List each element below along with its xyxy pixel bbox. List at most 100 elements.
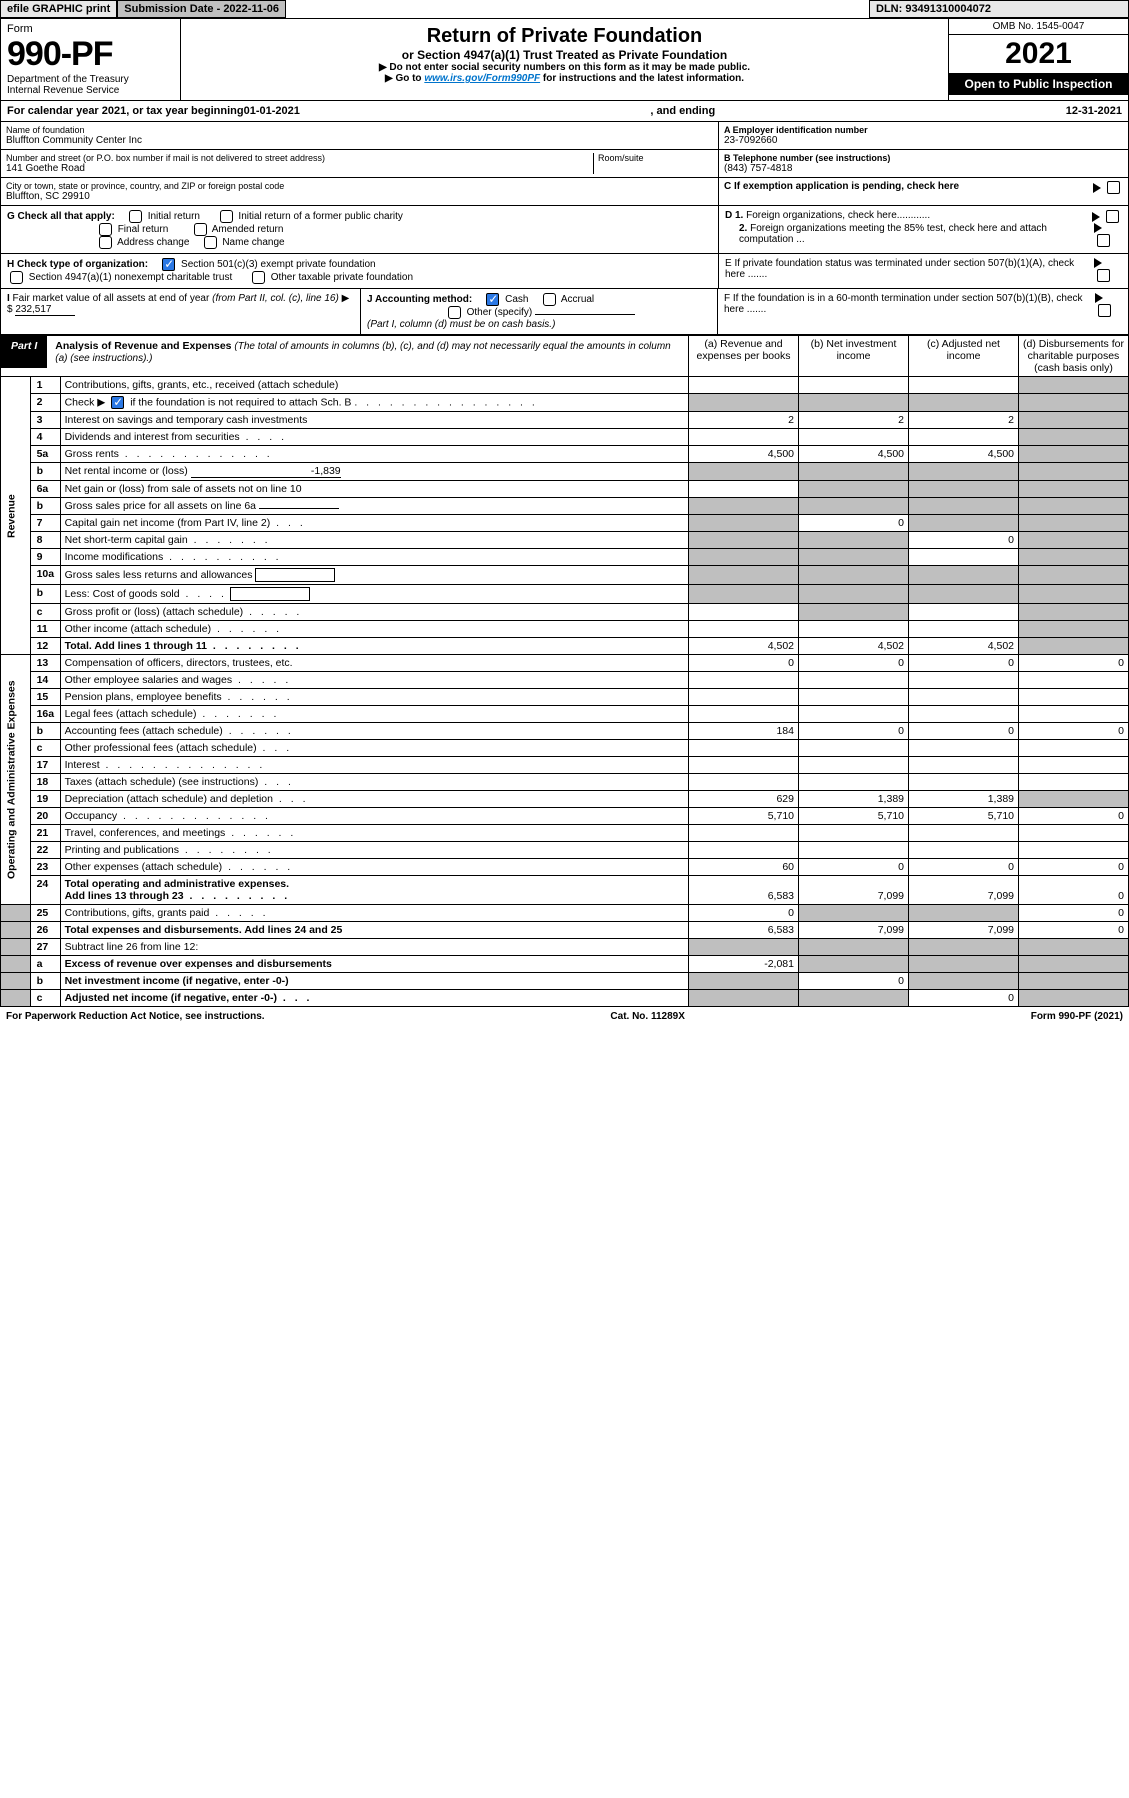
irs-link[interactable]: www.irs.gov/Form990PF — [424, 73, 540, 84]
g-opt-3: Amended return — [212, 224, 284, 235]
row-9-desc: Income modifications . . . . . . . . . . — [60, 549, 688, 566]
row-16b-d: 0 — [1019, 723, 1129, 740]
row-11-num: 11 — [30, 621, 60, 638]
address: 141 Goethe Road — [6, 163, 593, 174]
form-note1: ▶ Do not enter social security numbers o… — [187, 62, 942, 73]
row-26-a: 6,583 — [689, 922, 799, 939]
h-4947-chk[interactable] — [10, 271, 23, 284]
g-amended-chk[interactable] — [194, 223, 207, 236]
row-2-desc: Check ▶ if the foundation is not require… — [60, 394, 688, 412]
row-19-a: 629 — [689, 791, 799, 808]
row-5a-c: 4,500 — [909, 446, 1019, 463]
row-15-desc: Pension plans, employee benefits . . . .… — [60, 689, 688, 706]
row-13-d: 0 — [1019, 655, 1129, 672]
phone-label: B Telephone number (see instructions) — [724, 153, 1123, 163]
g-name-change-chk[interactable] — [204, 236, 217, 249]
g-opt-5: Name change — [222, 237, 284, 248]
arrow-icon — [1094, 258, 1102, 268]
row-21-desc: Travel, conferences, and meetings . . . … — [60, 825, 688, 842]
row-16b-b: 0 — [799, 723, 909, 740]
row-17-desc: Interest . . . . . . . . . . . . . . — [60, 757, 688, 774]
row-8-num: 8 — [30, 532, 60, 549]
row-1-num: 1 — [30, 377, 60, 394]
c-checkbox[interactable] — [1107, 181, 1120, 194]
j-other: Other (specify) — [467, 307, 533, 318]
col-b-header: (b) Net investment income — [799, 336, 909, 377]
city-state-zip: Bluffton, SC 29910 — [6, 191, 713, 202]
form-title: Return of Private Foundation — [187, 25, 942, 48]
row-23-a: 60 — [689, 859, 799, 876]
g-initial-former-chk[interactable] — [220, 210, 233, 223]
row-5b-inline: -1,839 — [191, 465, 341, 478]
row-6b-num: b — [30, 498, 60, 515]
form-number: 990-PF — [7, 35, 174, 74]
h-other-chk[interactable] — [252, 271, 265, 284]
tax-year: 2021 — [949, 35, 1128, 73]
g-label: G Check all that apply: — [7, 211, 115, 222]
d1-checkbox[interactable] — [1106, 210, 1119, 223]
ein-value: 23-7092660 — [724, 135, 1123, 146]
g-address-change-chk[interactable] — [99, 236, 112, 249]
row-16b-num: b — [30, 723, 60, 740]
row-15-num: 15 — [30, 689, 60, 706]
row-19-c: 1,389 — [909, 791, 1019, 808]
g-final-return-chk[interactable] — [99, 223, 112, 236]
row-8-c: 0 — [909, 532, 1019, 549]
box-h: H Check type of organization: Section 50… — [0, 254, 1129, 289]
j-accrual-chk[interactable] — [543, 293, 556, 306]
row-13-b: 0 — [799, 655, 909, 672]
row-7-num: 7 — [30, 515, 60, 532]
row-12-desc: Total. Add lines 1 through 11 . . . . . … — [60, 638, 688, 655]
d2-checkbox[interactable] — [1097, 234, 1110, 247]
sch-b-checkbox[interactable] — [111, 396, 124, 409]
revenue-side-label: Revenue — [1, 377, 31, 655]
row-10c-desc: Gross profit or (loss) (attach schedule)… — [60, 604, 688, 621]
row-14-num: 14 — [30, 672, 60, 689]
g-opt-2: Final return — [118, 224, 169, 235]
row-12-c: 4,502 — [909, 638, 1019, 655]
row-2-num: 2 — [30, 394, 60, 412]
row-13-num: 13 — [30, 655, 60, 672]
row-13-desc: Compensation of officers, directors, tru… — [60, 655, 688, 672]
row-10a-num: 10a — [30, 566, 60, 585]
row-27b-num: b — [30, 973, 60, 990]
footer-mid: Cat. No. 11289X — [610, 1011, 684, 1022]
row-5a-desc: Gross rents . . . . . . . . . . . . . — [60, 446, 688, 463]
row-3-a: 2 — [689, 412, 799, 429]
row-7-desc: Capital gain net income (from Part IV, l… — [60, 515, 688, 532]
h-501c3-chk[interactable] — [162, 258, 175, 271]
row-26-desc: Total expenses and disbursements. Add li… — [60, 922, 688, 939]
row-10b-num: b — [30, 585, 60, 604]
j-cash-chk[interactable] — [486, 293, 499, 306]
row-25-d: 0 — [1019, 905, 1129, 922]
f-checkbox[interactable] — [1098, 304, 1111, 317]
e-checkbox[interactable] — [1097, 269, 1110, 282]
box-i: I Fair market value of all assets at end… — [0, 289, 1129, 335]
dln: DLN: 93491310004072 — [869, 0, 1129, 18]
row-27a-a: -2,081 — [689, 956, 799, 973]
row-22-desc: Printing and publications . . . . . . . … — [60, 842, 688, 859]
note2-post: for instructions and the latest informat… — [543, 73, 744, 84]
row-23-num: 23 — [30, 859, 60, 876]
row-24-b: 7,099 — [799, 876, 909, 905]
g-initial-return-chk[interactable] — [129, 210, 142, 223]
row-3-b: 2 — [799, 412, 909, 429]
row-23-b: 0 — [799, 859, 909, 876]
part1-table: Part I Analysis of Revenue and Expenses … — [0, 335, 1129, 1007]
row-16b-a: 184 — [689, 723, 799, 740]
row-3-c: 2 — [909, 412, 1019, 429]
arrow-icon — [1093, 183, 1101, 193]
col-a-header: (a) Revenue and expenses per books — [689, 336, 799, 377]
h-opt-3: Other taxable private foundation — [271, 272, 413, 283]
row-20-a: 5,710 — [689, 808, 799, 825]
row-24-num: 24 — [30, 876, 60, 905]
part1-title: Analysis of Revenue and Expenses — [55, 340, 234, 352]
j-other-chk[interactable] — [448, 306, 461, 319]
g-opt-0: Initial return — [148, 211, 200, 222]
j-label: J Accounting method: — [367, 294, 472, 305]
row-27c-c: 0 — [909, 990, 1019, 1007]
row-5a-b: 4,500 — [799, 446, 909, 463]
row-27-desc: Subtract line 26 from line 12: — [60, 939, 688, 956]
row-12-num: 12 — [30, 638, 60, 655]
row-10c-num: c — [30, 604, 60, 621]
